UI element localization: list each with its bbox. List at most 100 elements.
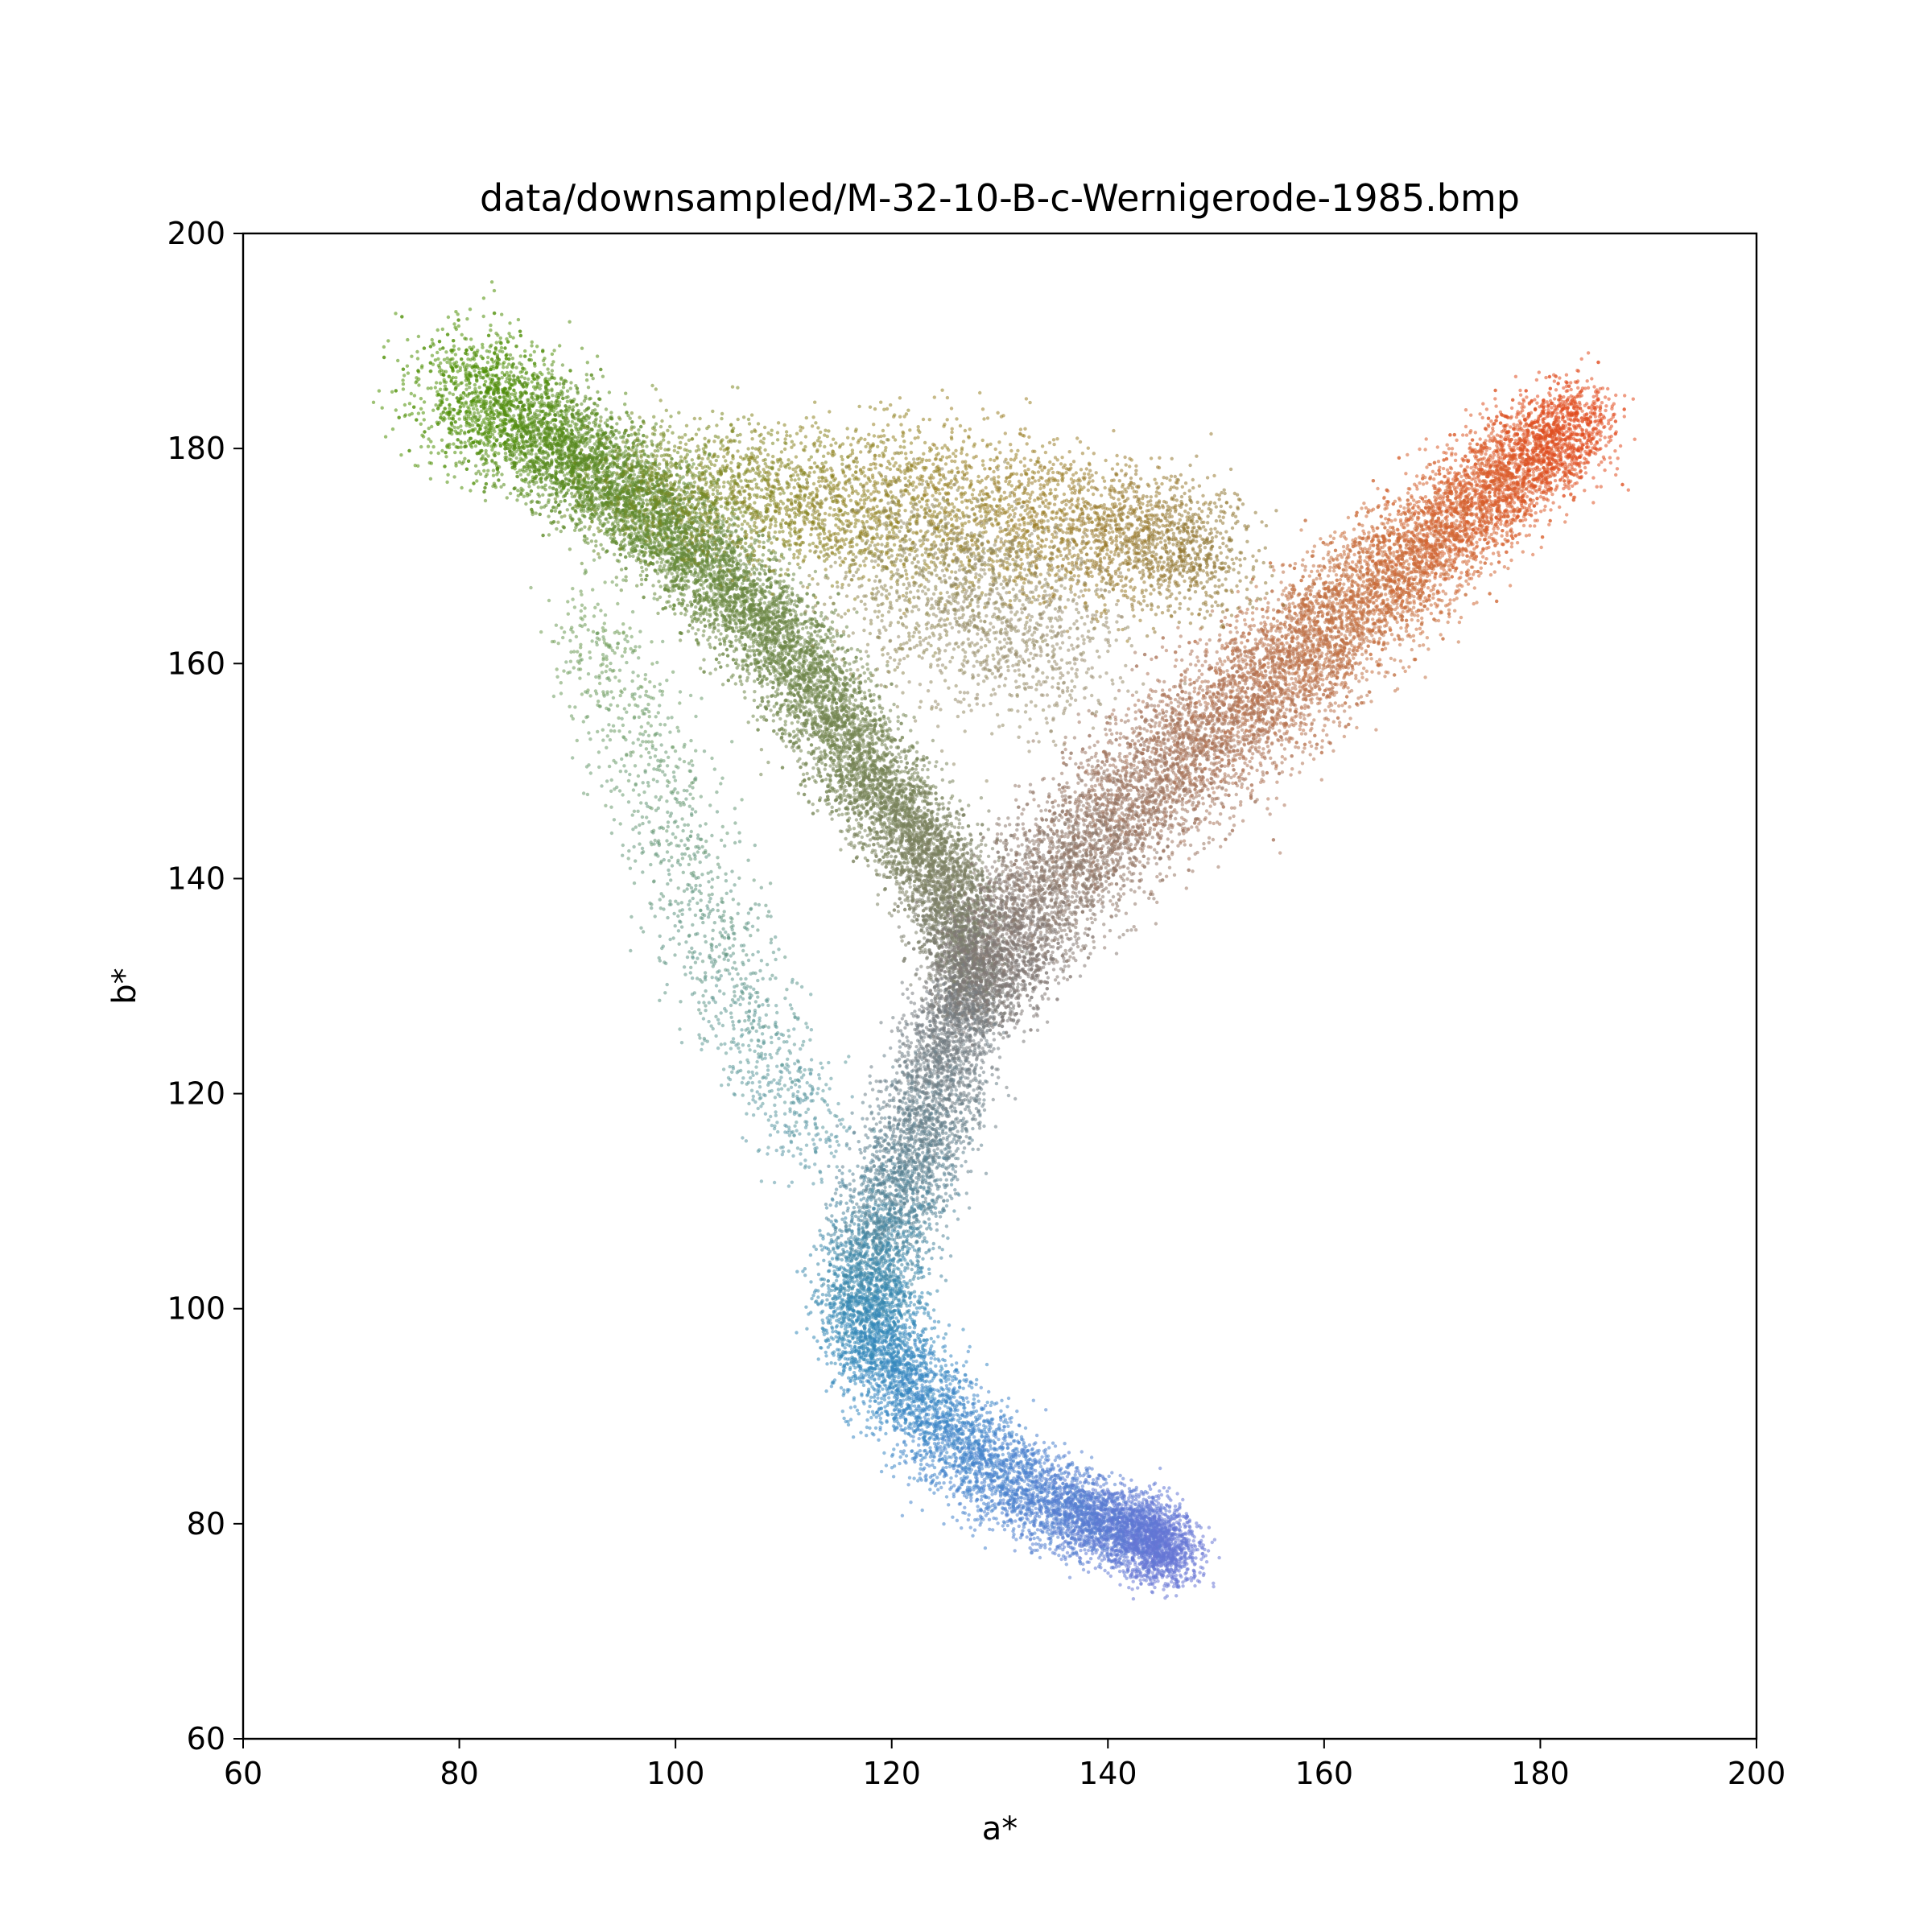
data-point bbox=[979, 850, 982, 853]
data-point bbox=[499, 336, 502, 340]
data-point bbox=[592, 533, 596, 536]
data-point bbox=[500, 313, 503, 316]
data-point bbox=[529, 353, 532, 357]
data-point bbox=[548, 485, 551, 489]
data-point bbox=[430, 425, 433, 428]
data-point bbox=[459, 451, 462, 454]
data-point bbox=[699, 667, 702, 670]
data-point bbox=[853, 677, 857, 680]
data-point bbox=[877, 893, 880, 896]
data-point bbox=[439, 382, 442, 385]
data-point bbox=[673, 612, 676, 615]
data-point bbox=[897, 753, 900, 756]
data-point bbox=[577, 518, 580, 521]
data-point bbox=[430, 461, 433, 464]
data-point bbox=[824, 767, 827, 770]
data-point bbox=[669, 605, 672, 608]
data-point bbox=[717, 661, 720, 664]
data-point bbox=[594, 544, 597, 547]
data-point bbox=[863, 671, 866, 675]
data-point bbox=[599, 415, 602, 419]
data-point bbox=[889, 709, 892, 712]
data-point bbox=[596, 354, 599, 357]
data-point bbox=[406, 338, 409, 341]
data-point bbox=[861, 697, 864, 700]
data-point bbox=[947, 862, 951, 865]
data-point bbox=[991, 847, 994, 850]
data-point bbox=[482, 296, 485, 299]
data-point bbox=[614, 436, 617, 440]
data-point bbox=[748, 646, 751, 649]
data-point bbox=[799, 749, 803, 753]
data-point bbox=[460, 333, 464, 336]
data-point bbox=[739, 559, 742, 562]
data-point bbox=[819, 629, 822, 632]
data-point bbox=[407, 371, 410, 374]
data-point bbox=[437, 452, 440, 455]
data-point bbox=[935, 760, 938, 763]
data-point bbox=[718, 638, 721, 641]
data-point bbox=[466, 405, 469, 408]
data-point bbox=[857, 717, 860, 720]
data-point bbox=[718, 653, 721, 656]
data-point bbox=[691, 626, 694, 630]
data-point bbox=[463, 457, 466, 460]
data-point bbox=[585, 373, 588, 376]
data-point bbox=[593, 424, 597, 427]
data-point bbox=[447, 316, 450, 319]
data-point bbox=[848, 684, 852, 687]
data-point bbox=[624, 392, 627, 395]
data-point bbox=[448, 391, 452, 394]
data-point bbox=[957, 826, 960, 829]
data-point bbox=[562, 386, 565, 389]
data-point bbox=[506, 365, 509, 369]
data-point bbox=[817, 770, 820, 774]
data-point bbox=[957, 818, 960, 821]
data-point bbox=[530, 344, 533, 347]
data-point bbox=[446, 473, 449, 477]
data-point bbox=[736, 667, 739, 670]
data-point bbox=[586, 361, 589, 364]
data-point bbox=[919, 869, 922, 872]
data-point bbox=[936, 812, 939, 815]
data-point bbox=[659, 584, 663, 588]
data-point bbox=[702, 658, 705, 661]
data-point bbox=[896, 720, 899, 723]
data-point bbox=[791, 721, 794, 724]
data-point bbox=[835, 657, 838, 660]
data-point bbox=[530, 501, 533, 504]
data-point bbox=[762, 541, 766, 544]
data-point bbox=[751, 715, 754, 718]
data-point bbox=[566, 508, 569, 511]
data-point bbox=[819, 614, 823, 617]
data-point bbox=[547, 371, 550, 374]
data-point bbox=[580, 527, 583, 530]
data-point bbox=[679, 638, 682, 642]
data-point bbox=[372, 401, 375, 404]
data-point bbox=[592, 377, 595, 380]
data-point bbox=[601, 375, 605, 378]
data-point bbox=[436, 328, 440, 332]
data-point bbox=[656, 598, 659, 601]
data-point bbox=[743, 696, 746, 700]
data-point bbox=[721, 683, 724, 686]
data-point bbox=[807, 631, 810, 634]
data-point bbox=[898, 756, 902, 759]
data-point bbox=[794, 600, 797, 603]
data-point bbox=[860, 657, 863, 660]
data-point bbox=[492, 469, 495, 472]
data-point bbox=[476, 408, 479, 411]
data-point bbox=[439, 388, 442, 391]
data-point bbox=[788, 562, 791, 565]
data-point bbox=[897, 727, 900, 730]
data-point bbox=[961, 826, 964, 829]
data-point bbox=[762, 583, 765, 586]
data-point bbox=[535, 481, 538, 484]
data-point bbox=[618, 533, 621, 536]
data-point bbox=[824, 778, 828, 781]
data-point bbox=[741, 664, 744, 667]
data-point bbox=[444, 385, 447, 388]
data-point bbox=[489, 324, 492, 327]
data-point bbox=[811, 766, 815, 770]
